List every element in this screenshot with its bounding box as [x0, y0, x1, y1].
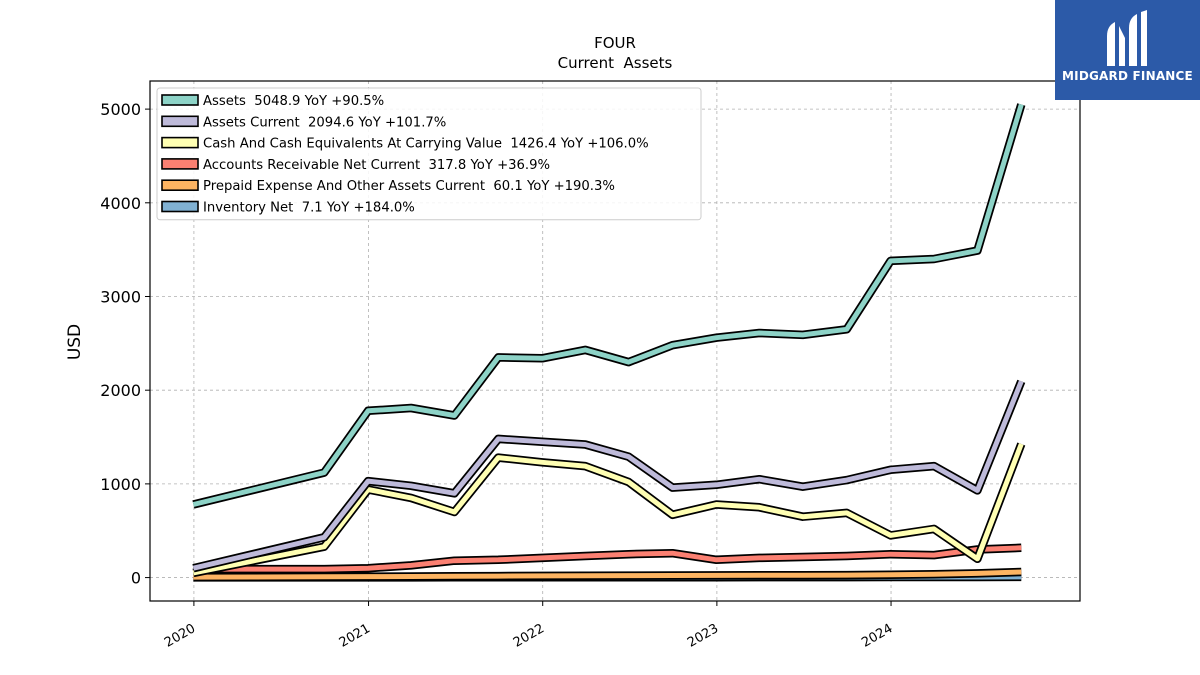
- legend-swatch: [161, 115, 199, 128]
- legend-swatch: [161, 158, 199, 170]
- x-tick-label: 2021: [337, 621, 373, 651]
- chart-subtitle: Current Assets: [558, 54, 673, 72]
- legend-label: Prepaid Expense And Other Assets Current…: [203, 179, 615, 194]
- series-path: [192, 103, 1024, 507]
- legend: Assets 5048.9 YoY +90.5% Assets Current 2…: [156, 87, 702, 221]
- series-path: [192, 443, 1024, 576]
- legend-box: [156, 87, 702, 221]
- legend-swatch: [161, 94, 199, 106]
- x-tick-label: 2022: [511, 621, 547, 651]
- series-line: [193, 567, 1022, 582]
- y-tick-label: 4000: [100, 194, 141, 213]
- legend-label: Accounts Receivable Net Current 317.8 Yo…: [203, 158, 550, 173]
- legend-label: Inventory Net 7.1 YoY +184.0%: [203, 201, 415, 216]
- series-line: [192, 379, 1026, 573]
- y-tick-label: 3000: [100, 287, 141, 306]
- y-axis-label: USD: [65, 324, 85, 360]
- legend-item: Accounts Receivable Net Current 317.8 Yo…: [161, 158, 550, 173]
- y-tick-label: 0: [131, 569, 141, 588]
- series-path: [193, 569, 1022, 580]
- logo-mark-icon: [1107, 10, 1147, 66]
- series-path: [192, 380, 1024, 571]
- plot-frame: [149, 80, 1081, 602]
- legend-swatch: [161, 179, 199, 191]
- series-lines: [192, 103, 1026, 582]
- y-tick-label: 5000: [100, 100, 141, 119]
- legend-item: Cash And Cash Equivalents At Carrying Va…: [161, 136, 649, 152]
- legend-item: Assets 5048.9 YoY +90.5%: [161, 94, 384, 109]
- chart-title: FOUR: [594, 34, 636, 52]
- series-line: [192, 442, 1026, 578]
- legend-item: Prepaid Expense And Other Assets Current…: [161, 179, 615, 194]
- legend-swatch: [161, 136, 199, 149]
- x-tick-label: 2023: [685, 621, 721, 651]
- legend-label: Assets Current 2094.6 YoY +101.7%: [203, 115, 446, 130]
- y-tick-label: 2000: [100, 381, 141, 400]
- legend-item: Assets Current 2094.6 YoY +101.7%: [161, 115, 446, 130]
- series-path: [193, 545, 1022, 572]
- legend-swatch: [161, 200, 199, 213]
- legend-label: Assets 5048.9 YoY +90.5%: [203, 94, 384, 109]
- series-line: [192, 103, 1026, 509]
- x-tick-label: 2020: [162, 621, 198, 651]
- y-tick-label: 1000: [100, 475, 141, 494]
- legend-item: Inventory Net 7.1 YoY +184.0%: [161, 200, 415, 216]
- x-tick-label: 2024: [859, 621, 895, 651]
- legend-label: Cash And Cash Equivalents At Carrying Va…: [203, 137, 649, 152]
- company-logo: MIDGARD FINANCE: [1055, 0, 1200, 100]
- logo-text: MIDGARD FINANCE: [1062, 69, 1193, 83]
